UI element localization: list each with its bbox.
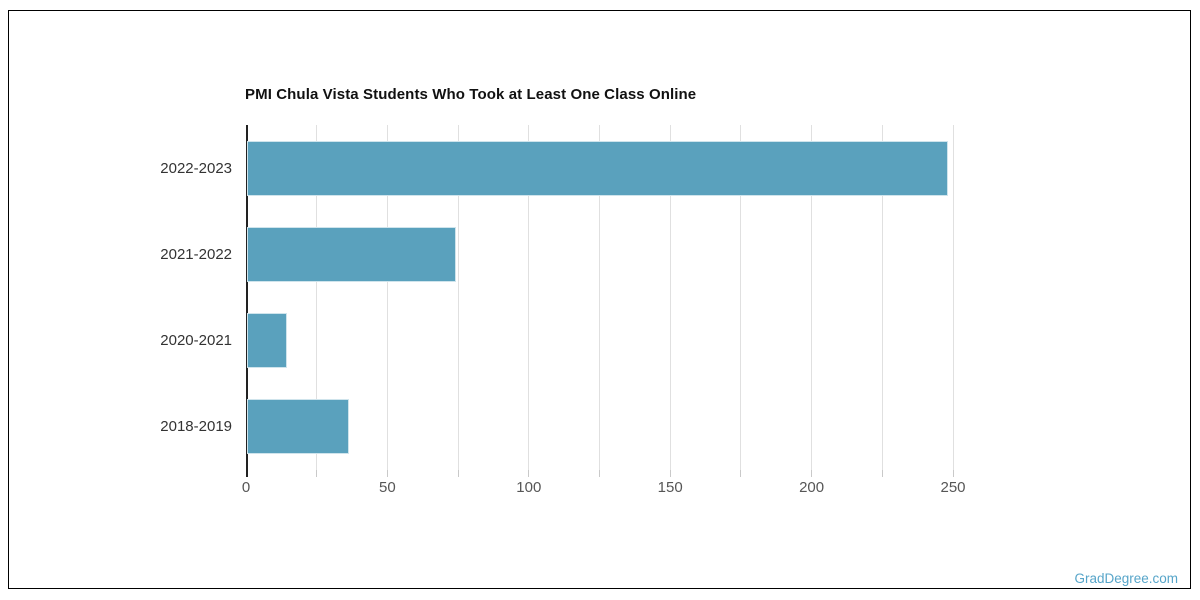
bar[interactable] xyxy=(247,140,949,196)
x-axis-tick xyxy=(386,470,388,477)
x-tick-label: 250 xyxy=(940,479,966,496)
bar[interactable] xyxy=(247,399,349,455)
x-axis-tick xyxy=(881,470,883,477)
chart-title: PMI Chula Vista Students Who Took at Lea… xyxy=(245,86,697,103)
x-tick-label: 100 xyxy=(516,479,542,496)
gridline xyxy=(599,125,600,470)
category-label: 2022-2023 xyxy=(160,159,232,177)
gridline xyxy=(386,125,388,470)
category-label: 2020-2021 xyxy=(160,332,232,350)
gridline xyxy=(740,125,742,470)
plot-area: 0 50 100 150 200 250 2022-2023 2021-2022 2020-20… xyxy=(160,125,980,496)
x-axis-tick xyxy=(599,470,600,477)
x-axis-tick xyxy=(528,470,530,477)
bar[interactable] xyxy=(247,313,287,369)
x-tick-label: 200 xyxy=(799,479,825,496)
watermark-link[interactable]: GradDegree.com xyxy=(1074,571,1178,586)
x-axis-tick xyxy=(740,470,742,477)
x-axis-tick xyxy=(669,470,671,477)
x-axis-tick xyxy=(952,470,954,477)
category-label: 2021-2022 xyxy=(160,245,232,263)
x-axis-tick xyxy=(457,470,459,477)
gridline xyxy=(881,125,883,470)
gridline xyxy=(316,125,318,470)
x-tick-label: 50 xyxy=(379,479,396,496)
gridline xyxy=(811,125,813,470)
x-axis-tick xyxy=(316,470,318,477)
x-tick-label: 0 xyxy=(241,479,251,496)
gridline xyxy=(952,125,954,470)
x-axis-tick xyxy=(811,470,813,477)
y-axis-line xyxy=(246,125,248,477)
gridline xyxy=(669,125,671,470)
gridline xyxy=(457,125,459,470)
category-label: 2018-2019 xyxy=(160,418,232,436)
gridline xyxy=(528,125,530,470)
x-tick-label: 150 xyxy=(657,479,683,496)
bar[interactable] xyxy=(247,226,457,282)
